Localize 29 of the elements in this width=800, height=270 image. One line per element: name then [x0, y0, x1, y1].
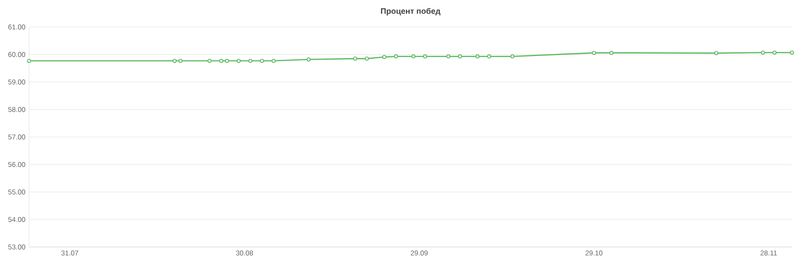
point	[219, 58, 224, 63]
chart-title: Процент побед	[381, 8, 440, 16]
point	[272, 58, 276, 63]
point	[394, 54, 398, 58]
point	[714, 51, 718, 56]
point	[248, 58, 252, 63]
point	[592, 50, 596, 55]
point	[772, 50, 777, 55]
point	[208, 58, 212, 63]
point	[446, 54, 450, 58]
point	[760, 50, 765, 55]
point	[225, 58, 230, 63]
point	[790, 50, 794, 55]
point	[260, 58, 264, 63]
point	[510, 54, 514, 58]
point	[178, 58, 182, 63]
point	[27, 58, 32, 63]
point	[382, 54, 386, 59]
point	[172, 58, 177, 63]
point	[487, 54, 492, 58]
point	[609, 50, 614, 55]
point	[364, 56, 369, 61]
point	[475, 54, 480, 58]
point	[458, 54, 462, 58]
point	[306, 57, 311, 62]
point	[423, 54, 428, 58]
point	[236, 58, 241, 63]
point	[411, 54, 416, 58]
point	[353, 56, 358, 61]
